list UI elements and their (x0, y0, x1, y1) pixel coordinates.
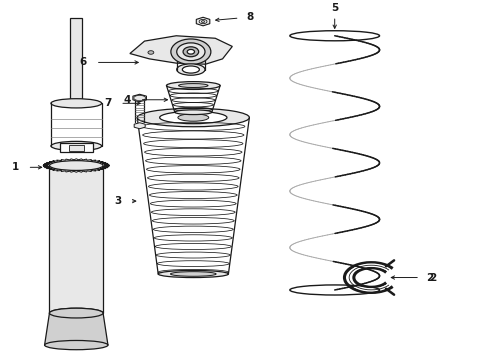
Polygon shape (44, 313, 108, 345)
Ellipse shape (59, 162, 93, 169)
Text: 3: 3 (114, 196, 121, 206)
Text: 6: 6 (80, 58, 87, 67)
Ellipse shape (44, 341, 108, 350)
Polygon shape (69, 145, 83, 150)
Ellipse shape (51, 99, 102, 108)
Ellipse shape (166, 82, 220, 89)
Ellipse shape (49, 161, 103, 170)
Ellipse shape (170, 272, 216, 276)
Ellipse shape (182, 66, 199, 73)
Ellipse shape (158, 270, 228, 278)
Polygon shape (196, 17, 209, 26)
Ellipse shape (174, 110, 211, 114)
Polygon shape (60, 144, 93, 152)
Ellipse shape (187, 49, 194, 54)
Ellipse shape (201, 21, 204, 23)
Text: 4: 4 (123, 95, 131, 105)
Ellipse shape (176, 64, 204, 75)
Ellipse shape (49, 308, 103, 318)
Polygon shape (49, 166, 103, 313)
Ellipse shape (170, 39, 210, 64)
Ellipse shape (178, 84, 207, 87)
Ellipse shape (176, 43, 204, 60)
Text: 1: 1 (11, 162, 19, 172)
Ellipse shape (137, 108, 249, 127)
Ellipse shape (178, 114, 208, 121)
Text: 7: 7 (104, 98, 111, 108)
Polygon shape (130, 36, 232, 64)
Text: 8: 8 (245, 12, 253, 22)
Ellipse shape (199, 19, 206, 24)
Ellipse shape (148, 51, 154, 54)
Text: 2: 2 (425, 273, 432, 283)
Ellipse shape (49, 308, 103, 318)
Text: 5: 5 (330, 3, 338, 13)
Ellipse shape (51, 141, 102, 150)
Polygon shape (133, 94, 146, 102)
Ellipse shape (159, 111, 226, 124)
Text: 2: 2 (428, 273, 435, 283)
Polygon shape (70, 18, 82, 103)
Ellipse shape (183, 47, 198, 57)
Polygon shape (134, 123, 145, 129)
